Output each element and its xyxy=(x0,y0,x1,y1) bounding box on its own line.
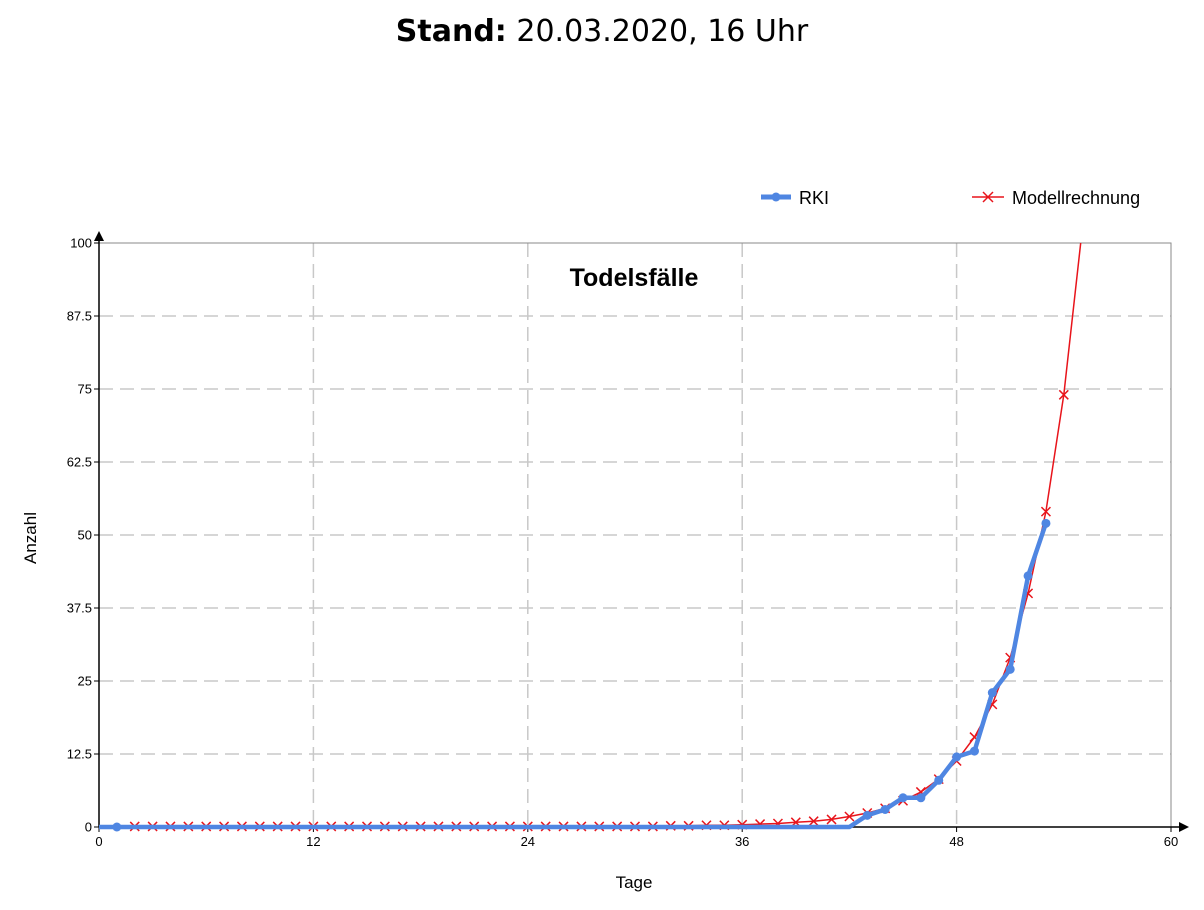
status-header: Stand: 20.03.2020, 16 Uhr xyxy=(0,14,1204,49)
rki-marker xyxy=(952,752,962,762)
x-axis-arrow xyxy=(1179,822,1189,832)
legend-modellrechnung-marker xyxy=(982,191,994,203)
rki-marker xyxy=(1041,518,1051,528)
x-tick-label: 36 xyxy=(735,834,749,849)
modellrechnung-marker xyxy=(844,811,855,822)
modellrechnung-marker xyxy=(1040,506,1051,517)
modellrechnung-marker xyxy=(1058,389,1069,400)
y-axis-ticks: 0 12.5 25 37.5 50 62.5 75 87.5 100 xyxy=(67,236,99,835)
x-tick-label: 24 xyxy=(521,834,535,849)
y-tick-label: 50 xyxy=(78,528,92,543)
modellrechnung-marker xyxy=(826,814,837,825)
chart-axes xyxy=(94,231,1189,832)
rki-line xyxy=(99,522,1049,830)
chart-grid xyxy=(99,243,1171,827)
y-tick-label: 75 xyxy=(78,382,92,397)
status-date: 20.03.2020, 16 Uhr xyxy=(516,14,809,49)
rki-marker xyxy=(934,775,944,785)
legend-modellrechnung-label: Modellrechnung xyxy=(1012,188,1140,208)
rki-marker xyxy=(862,810,872,820)
y-tick-label: 87.5 xyxy=(67,309,92,324)
y-tick-label: 25 xyxy=(78,674,92,689)
legend-rki-marker xyxy=(771,192,781,202)
legend-item-modellrechnung: Modellrechnung xyxy=(972,188,1140,208)
x-tick-label: 0 xyxy=(95,834,102,849)
series-modellrechnung xyxy=(129,242,1082,832)
legend-item-rki: RKI xyxy=(761,188,829,208)
y-tick-label: 0 xyxy=(85,820,92,835)
rki-marker xyxy=(916,793,926,803)
x-tick-label: 60 xyxy=(1164,834,1178,849)
rki-marker xyxy=(1023,571,1033,581)
rki-marker xyxy=(969,746,979,756)
x-tick-label: 12 xyxy=(306,834,320,849)
series-rki xyxy=(99,518,1051,832)
x-axis-label: Tage xyxy=(616,873,653,892)
rki-marker xyxy=(880,804,890,814)
chart-title: Todelsfälle xyxy=(570,264,699,292)
x-tick-label: 48 xyxy=(949,834,963,849)
rki-marker xyxy=(987,688,997,698)
y-tick-label: 100 xyxy=(70,236,92,251)
x-axis-ticks: 0 12 24 36 48 60 xyxy=(95,827,1178,849)
modellrechnung-marker xyxy=(808,816,819,827)
legend-rki-label: RKI xyxy=(799,188,829,208)
rki-marker xyxy=(898,793,908,803)
y-tick-label: 12.5 xyxy=(67,747,92,762)
status-label: Stand: xyxy=(395,14,507,49)
rki-marker xyxy=(1005,664,1015,674)
y-axis-arrow xyxy=(94,231,104,241)
y-tick-label: 62.5 xyxy=(67,455,92,470)
chart-legend: RKI Modellrechnung xyxy=(761,188,1140,208)
y-axis-label: Anzahl xyxy=(21,512,40,564)
y-tick-label: 37.5 xyxy=(67,601,92,616)
rki-marker xyxy=(112,822,122,832)
